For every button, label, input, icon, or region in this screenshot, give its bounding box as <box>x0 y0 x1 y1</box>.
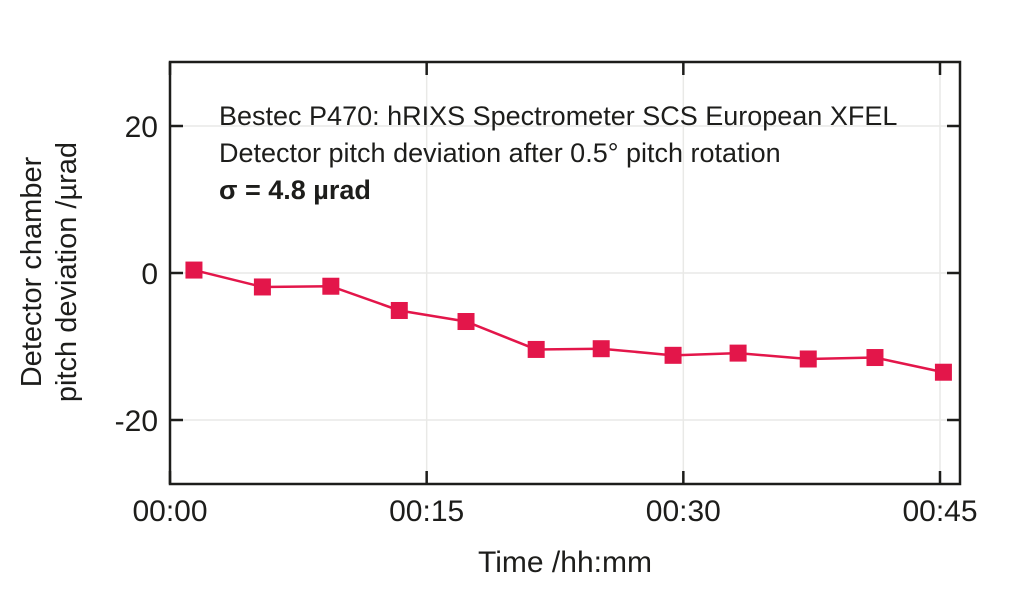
x-axis-label: Time /hh:mm <box>478 546 652 579</box>
x-tick-label: 00:45 <box>902 495 977 528</box>
data-point-marker <box>322 277 340 295</box>
data-point-marker <box>390 301 408 319</box>
data-point-marker <box>527 340 545 358</box>
y-axis-label-line2: pitch deviation /µrad <box>51 141 83 403</box>
data-point-marker <box>664 346 682 364</box>
y-tick-label: -20 <box>115 405 158 438</box>
data-point-marker <box>934 363 952 381</box>
annotation-subtitle: Detector pitch deviation after 0.5° pitc… <box>219 138 781 168</box>
data-point-marker <box>799 350 817 368</box>
data-point-marker <box>253 278 271 296</box>
data-point-marker <box>185 261 203 279</box>
x-tick-label: 00:15 <box>389 495 464 528</box>
data-line <box>193 268 944 374</box>
y-axis-label: Detector chamber pitch deviation /µrad <box>15 142 85 402</box>
annotation-sigma-value: σ = 4.8 µrad <box>219 175 371 205</box>
annotation-title: Bestec P470: hRIXS Spectrometer SCS Euro… <box>219 101 898 131</box>
data-point-marker <box>457 313 475 331</box>
y-tick-label: 0 <box>141 258 158 291</box>
x-tick-label: 00:00 <box>132 495 207 528</box>
x-tick-label: 00:30 <box>646 495 721 528</box>
y-tick-label: 20 <box>125 111 158 144</box>
y-axis-label-line1: Detector chamber <box>16 156 48 388</box>
data-point-marker <box>592 340 610 358</box>
chart-annotation: Bestec P470: hRIXS Spectrometer SCS Euro… <box>219 98 897 209</box>
data-point-marker <box>729 344 747 362</box>
data-point-marker <box>866 349 884 367</box>
